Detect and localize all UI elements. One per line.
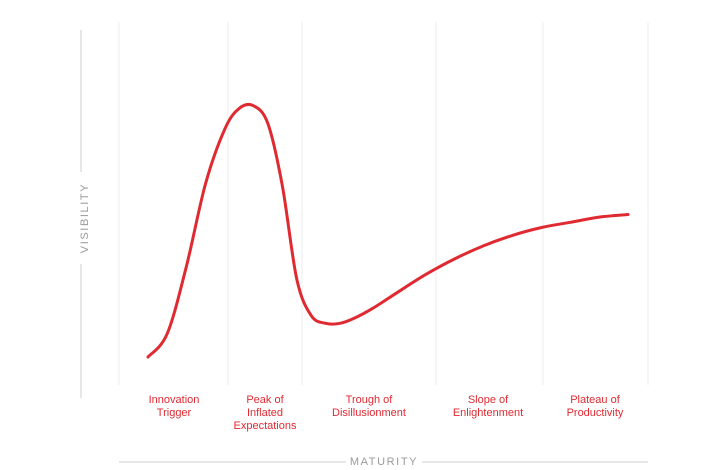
phase-label-line: Trough of	[346, 394, 394, 406]
x-axis-title-bg	[346, 455, 422, 469]
x-axis-title: MATURITY	[350, 456, 418, 468]
phase-label-line: Slope of	[468, 394, 509, 406]
grid-lines	[118, 22, 649, 385]
phase-label-line: Peak of	[246, 394, 284, 406]
phase-label-1: Innovation Trigger	[149, 394, 200, 419]
y-axis-title: VISIBILITY	[79, 183, 91, 253]
hype-curve-line	[146, 102, 630, 359]
phase-label-line: Plateau of	[570, 394, 620, 406]
y-axis-title-bg	[73, 172, 89, 264]
phase-label-4: Slope of Enlightenment	[453, 394, 523, 419]
phase-label-line: Trigger	[157, 407, 192, 419]
phase-label-line: Expectations	[234, 420, 297, 432]
phase-label-line: Inflated	[247, 407, 283, 419]
phase-label-line: Enlightenment	[453, 407, 523, 419]
phase-labels: Innovation Trigger Peak of Inflated Expectat…	[149, 394, 624, 432]
phase-label-2: Peak of Inflated Expectations	[234, 394, 297, 432]
phase-label-5: Plateau of Productivity	[567, 394, 624, 419]
phase-label-line: Disillusionment	[332, 407, 406, 419]
phase-label-line: Innovation	[149, 394, 200, 406]
phase-label-line: Productivity	[567, 407, 624, 419]
phase-label-3: Trough of Disillusionment	[332, 394, 406, 419]
